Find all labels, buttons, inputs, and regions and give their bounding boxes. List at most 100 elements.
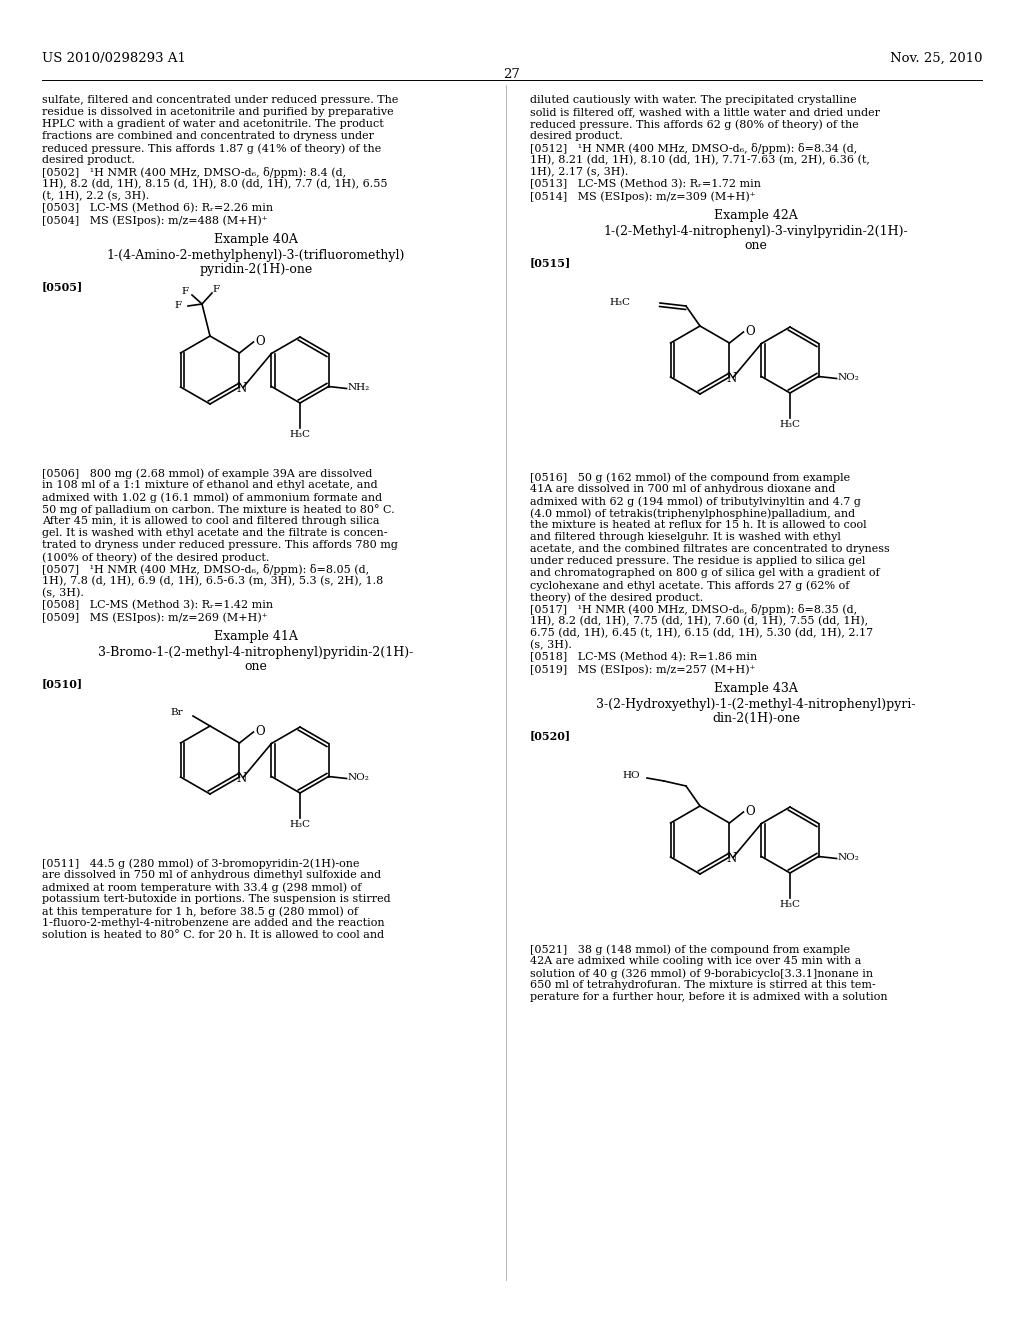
Text: potassium tert-butoxide in portions. The suspension is stirred: potassium tert-butoxide in portions. The…	[42, 894, 390, 904]
Text: 6.75 (dd, 1H), 6.45 (t, 1H), 6.15 (dd, 1H), 5.30 (dd, 1H), 2.17: 6.75 (dd, 1H), 6.45 (t, 1H), 6.15 (dd, 1…	[530, 628, 873, 639]
Text: F: F	[212, 285, 219, 294]
Text: NO₂: NO₂	[838, 854, 859, 862]
Text: desired product.: desired product.	[42, 154, 135, 165]
Text: sulfate, filtered and concentrated under reduced pressure. The: sulfate, filtered and concentrated under…	[42, 95, 398, 106]
Text: Example 40A: Example 40A	[214, 234, 298, 246]
Text: After 45 min, it is allowed to cool and filtered through silica: After 45 min, it is allowed to cool and …	[42, 516, 380, 525]
Text: 42A are admixed while cooling with ice over 45 min with a: 42A are admixed while cooling with ice o…	[530, 956, 861, 966]
Text: [0518]   LC-MS (Method 4): R=1.86 min: [0518] LC-MS (Method 4): R=1.86 min	[530, 652, 758, 663]
Text: (100% of theory) of the desired product.: (100% of theory) of the desired product.	[42, 552, 269, 562]
Text: 1-fluoro-2-methyl-4-nitrobenzene are added and the reaction: 1-fluoro-2-methyl-4-nitrobenzene are add…	[42, 917, 385, 928]
Text: [0506]   800 mg (2.68 mmol) of example 39A are dissolved: [0506] 800 mg (2.68 mmol) of example 39A…	[42, 469, 373, 479]
Text: 41A are dissolved in 700 ml of anhydrous dioxane and: 41A are dissolved in 700 ml of anhydrous…	[530, 484, 836, 494]
Text: Example 41A: Example 41A	[214, 630, 298, 643]
Text: 1H), 8.2 (dd, 1H), 8.15 (d, 1H), 8.0 (dd, 1H), 7.7 (d, 1H), 6.55: 1H), 8.2 (dd, 1H), 8.15 (d, 1H), 8.0 (dd…	[42, 180, 387, 189]
Text: reduced pressure. This affords 62 g (80% of theory) of the: reduced pressure. This affords 62 g (80%…	[530, 119, 859, 129]
Text: [0511]   44.5 g (280 mmol) of 3-bromopyridin-2(1H)-one: [0511] 44.5 g (280 mmol) of 3-bromopyrid…	[42, 858, 359, 869]
Text: [0502]   ¹H NMR (400 MHz, DMSO-d₆, δ/ppm): 8.4 (d,: [0502] ¹H NMR (400 MHz, DMSO-d₆, δ/ppm):…	[42, 168, 346, 178]
Text: residue is dissolved in acetonitrile and purified by preparative: residue is dissolved in acetonitrile and…	[42, 107, 393, 117]
Text: (4.0 mmol) of tetrakis(triphenylphosphine)palladium, and: (4.0 mmol) of tetrakis(triphenylphosphin…	[530, 508, 855, 519]
Text: 1H), 8.2 (dd, 1H), 7.75 (dd, 1H), 7.60 (d, 1H), 7.55 (dd, 1H),: 1H), 8.2 (dd, 1H), 7.75 (dd, 1H), 7.60 (…	[530, 616, 868, 627]
Text: trated to dryness under reduced pressure. This affords 780 mg: trated to dryness under reduced pressure…	[42, 540, 398, 550]
Text: 1H), 2.17 (s, 3H).: 1H), 2.17 (s, 3H).	[530, 168, 629, 177]
Text: [0508]   LC-MS (Method 3): Rᵣ=1.42 min: [0508] LC-MS (Method 3): Rᵣ=1.42 min	[42, 601, 273, 610]
Text: H₃C: H₃C	[779, 900, 801, 909]
Text: din-2(1H)-one: din-2(1H)-one	[712, 711, 800, 725]
Text: N: N	[237, 381, 247, 395]
Text: pyridin-2(1H)-one: pyridin-2(1H)-one	[200, 263, 312, 276]
Text: NO₂: NO₂	[838, 374, 859, 383]
Text: cyclohexane and ethyl acetate. This affords 27 g (62% of: cyclohexane and ethyl acetate. This affo…	[530, 579, 849, 590]
Text: 1H), 7.8 (d, 1H), 6.9 (d, 1H), 6.5-6.3 (m, 3H), 5.3 (s, 2H), 1.8: 1H), 7.8 (d, 1H), 6.9 (d, 1H), 6.5-6.3 (…	[42, 576, 383, 586]
Text: admixed with 62 g (194 mmol) of tributylvinyltin and 4.7 g: admixed with 62 g (194 mmol) of tributyl…	[530, 496, 861, 507]
Text: F: F	[174, 301, 181, 310]
Text: N: N	[726, 851, 736, 865]
Text: gel. It is washed with ethyl acetate and the filtrate is concen-: gel. It is washed with ethyl acetate and…	[42, 528, 387, 539]
Text: Example 42A: Example 42A	[714, 209, 798, 222]
Text: O: O	[745, 805, 755, 818]
Text: diluted cautiously with water. The precipitated crystalline: diluted cautiously with water. The preci…	[530, 95, 857, 106]
Text: NH₂: NH₂	[347, 384, 370, 392]
Text: O: O	[745, 325, 755, 338]
Text: [0503]   LC-MS (Method 6): Rᵣ=2.26 min: [0503] LC-MS (Method 6): Rᵣ=2.26 min	[42, 203, 273, 214]
Text: admixed at room temperature with 33.4 g (298 mmol) of: admixed at room temperature with 33.4 g …	[42, 882, 361, 892]
Text: (t, 1H), 2.2 (s, 3H).: (t, 1H), 2.2 (s, 3H).	[42, 191, 150, 202]
Text: [0514]   MS (ESIpos): m/z=309 (M+H)⁺: [0514] MS (ESIpos): m/z=309 (M+H)⁺	[530, 191, 756, 202]
Text: [0520]: [0520]	[530, 730, 571, 741]
Text: are dissolved in 750 ml of anhydrous dimethyl sulfoxide and: are dissolved in 750 ml of anhydrous dim…	[42, 870, 381, 880]
Text: H₃C: H₃C	[290, 430, 310, 440]
Text: NO₂: NO₂	[347, 774, 370, 783]
Text: 650 ml of tetrahydrofuran. The mixture is stirred at this tem-: 650 ml of tetrahydrofuran. The mixture i…	[530, 979, 876, 990]
Text: the mixture is heated at reflux for 15 h. It is allowed to cool: the mixture is heated at reflux for 15 h…	[530, 520, 866, 531]
Text: acetate, and the combined filtrates are concentrated to dryness: acetate, and the combined filtrates are …	[530, 544, 890, 554]
Text: one: one	[744, 239, 767, 252]
Text: 1H), 8.21 (dd, 1H), 8.10 (dd, 1H), 7.71-7.63 (m, 2H), 6.36 (t,: 1H), 8.21 (dd, 1H), 8.10 (dd, 1H), 7.71-…	[530, 154, 869, 165]
Text: Example 43A: Example 43A	[714, 682, 798, 696]
Text: Nov. 25, 2010: Nov. 25, 2010	[890, 51, 982, 65]
Text: [0510]: [0510]	[42, 678, 83, 689]
Text: [0519]   MS (ESIpos): m/z=257 (M+H)⁺: [0519] MS (ESIpos): m/z=257 (M+H)⁺	[530, 664, 756, 675]
Text: [0509]   MS (ESIpos): m/z=269 (M+H)⁺: [0509] MS (ESIpos): m/z=269 (M+H)⁺	[42, 612, 267, 623]
Text: solution of 40 g (326 mmol) of 9-borabicyclo[3.3.1]nonane in: solution of 40 g (326 mmol) of 9-borabic…	[530, 968, 873, 978]
Text: [0507]   ¹H NMR (400 MHz, DMSO-d₆, δ/ppm): δ=8.05 (d,: [0507] ¹H NMR (400 MHz, DMSO-d₆, δ/ppm):…	[42, 564, 369, 576]
Text: admixed with 1.02 g (16.1 mmol) of ammonium formate and: admixed with 1.02 g (16.1 mmol) of ammon…	[42, 492, 382, 503]
Text: and filtered through kieselguhr. It is washed with ethyl: and filtered through kieselguhr. It is w…	[530, 532, 841, 543]
Text: N: N	[726, 372, 736, 385]
Text: H₃C: H₃C	[290, 820, 310, 829]
Text: perature for a further hour, before it is admixed with a solution: perature for a further hour, before it i…	[530, 993, 888, 1002]
Text: (s, 3H).: (s, 3H).	[530, 640, 571, 651]
Text: [0515]: [0515]	[530, 257, 571, 268]
Text: [0516]   50 g (162 mmol) of the compound from example: [0516] 50 g (162 mmol) of the compound f…	[530, 473, 850, 483]
Text: under reduced pressure. The residue is applied to silica gel: under reduced pressure. The residue is a…	[530, 556, 865, 566]
Text: [0513]   LC-MS (Method 3): Rᵣ=1.72 min: [0513] LC-MS (Method 3): Rᵣ=1.72 min	[530, 180, 761, 189]
Text: Br: Br	[170, 708, 183, 717]
Text: F: F	[181, 286, 188, 296]
Text: 27: 27	[504, 69, 520, 81]
Text: 3-Bromo-1-(2-methyl-4-nitrophenyl)pyridin-2(1H)-: 3-Bromo-1-(2-methyl-4-nitrophenyl)pyridi…	[98, 645, 414, 659]
Text: solid is filtered off, washed with a little water and dried under: solid is filtered off, washed with a lit…	[530, 107, 880, 117]
Text: 1-(4-Amino-2-methylphenyl)-3-(trifluoromethyl): 1-(4-Amino-2-methylphenyl)-3-(trifluorom…	[106, 249, 406, 261]
Text: (s, 3H).: (s, 3H).	[42, 587, 84, 598]
Text: H₃C: H₃C	[609, 298, 630, 308]
Text: reduced pressure. This affords 1.87 g (41% of theory) of the: reduced pressure. This affords 1.87 g (4…	[42, 143, 381, 153]
Text: at this temperature for 1 h, before 38.5 g (280 mmol) of: at this temperature for 1 h, before 38.5…	[42, 906, 358, 916]
Text: desired product.: desired product.	[530, 131, 623, 141]
Text: theory) of the desired product.: theory) of the desired product.	[530, 591, 703, 602]
Text: and chromatographed on 800 g of silica gel with a gradient of: and chromatographed on 800 g of silica g…	[530, 568, 880, 578]
Text: HO: HO	[623, 771, 640, 780]
Text: N: N	[237, 772, 247, 785]
Text: fractions are combined and concentrated to dryness under: fractions are combined and concentrated …	[42, 131, 374, 141]
Text: solution is heated to 80° C. for 20 h. It is allowed to cool and: solution is heated to 80° C. for 20 h. I…	[42, 931, 384, 940]
Text: [0505]: [0505]	[42, 281, 83, 292]
Text: 3-(2-Hydroxyethyl)-1-(2-methyl-4-nitrophenyl)pyri-: 3-(2-Hydroxyethyl)-1-(2-methyl-4-nitroph…	[596, 698, 915, 711]
Text: O: O	[255, 725, 265, 738]
Text: [0512]   ¹H NMR (400 MHz, DMSO-d₆, δ/ppm): δ=8.34 (d,: [0512] ¹H NMR (400 MHz, DMSO-d₆, δ/ppm):…	[530, 143, 857, 154]
Text: [0504]   MS (ESIpos): m/z=488 (M+H)⁺: [0504] MS (ESIpos): m/z=488 (M+H)⁺	[42, 215, 267, 226]
Text: HPLC with a gradient of water and acetonitrile. The product: HPLC with a gradient of water and aceton…	[42, 119, 384, 129]
Text: [0521]   38 g (148 mmol) of the compound from example: [0521] 38 g (148 mmol) of the compound f…	[530, 944, 850, 954]
Text: 50 mg of palladium on carbon. The mixture is heated to 80° C.: 50 mg of palladium on carbon. The mixtur…	[42, 504, 394, 515]
Text: one: one	[245, 660, 267, 673]
Text: US 2010/0298293 A1: US 2010/0298293 A1	[42, 51, 186, 65]
Text: O: O	[255, 335, 265, 348]
Text: H₃C: H₃C	[779, 420, 801, 429]
